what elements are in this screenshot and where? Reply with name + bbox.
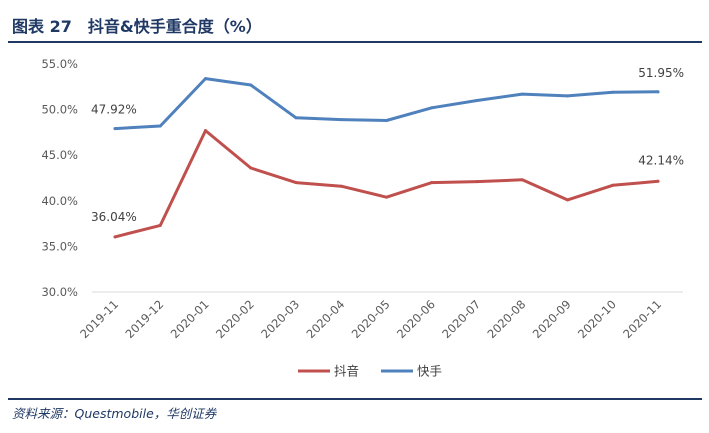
data-label: 36.04% [91, 210, 137, 224]
x-tick-label: 2020-09 [530, 297, 574, 341]
x-tick-label: 2020-01 [168, 297, 212, 341]
y-tick-label: 45.0% [41, 148, 78, 162]
data-label: 42.14% [638, 153, 684, 167]
data-point-douyin [204, 129, 207, 133]
x-tick-label: 2020-08 [484, 297, 528, 341]
data-point-douyin [656, 179, 660, 183]
data-point-kuaishou [204, 77, 207, 81]
figure-title: 图表 27 抖音&快手重合度（%） [12, 17, 262, 36]
y-tick-label: 40.0% [41, 194, 78, 208]
x-tick-label: 2020-02 [213, 297, 257, 341]
series-line-douyin [113, 129, 660, 239]
data-point-douyin [339, 184, 343, 188]
data-point-douyin [520, 178, 524, 182]
y-tick-label: 55.0% [41, 57, 78, 71]
data-point-kuaishou [339, 118, 343, 122]
data-point-douyin [249, 166, 253, 170]
data-point-kuaishou [566, 94, 569, 98]
data-point-kuaishou [520, 92, 524, 96]
data-point-kuaishou [294, 116, 298, 120]
legend-label-douyin: 抖音 [334, 364, 359, 379]
data-point-kuaishou [113, 127, 117, 131]
y-tick-label: 35.0% [41, 239, 78, 253]
data-point-douyin [475, 180, 479, 184]
data-point-douyin [611, 183, 615, 187]
data-point-douyin [430, 181, 434, 185]
x-tick-label: 2020-03 [258, 297, 302, 341]
figure-header: 图表 27 抖音&快手重合度（%） [0, 0, 709, 42]
x-tick-label: 2020-10 [575, 297, 619, 341]
legend-label-kuaishou: 快手 [417, 364, 442, 379]
x-tick-label: 2019-11 [77, 297, 121, 341]
x-tick-label: 2020-04 [303, 297, 347, 341]
footer-rule [8, 398, 702, 400]
data-point-kuaishou [475, 98, 479, 102]
data-label: 51.95% [638, 66, 684, 80]
x-tick-label: 2020-05 [349, 297, 393, 341]
x-tick-label: 2020-11 [620, 297, 664, 341]
data-point-kuaishou [611, 90, 615, 94]
data-point-douyin [385, 195, 388, 199]
y-tick-label: 30.0% [41, 285, 78, 299]
y-tick-label: 50.0% [41, 103, 78, 117]
source-note: 资料来源：Questmobile，华创证券 [12, 406, 217, 421]
data-point-douyin [294, 181, 298, 185]
header-rule [8, 41, 702, 43]
data-point-kuaishou [385, 119, 388, 123]
data-point-douyin [158, 223, 162, 227]
line-chart: 30.0% 35.0% 40.0% 45.0% 50.0% 55.0% 2019-11 201… [41, 57, 684, 379]
x-tick-label: 2020-06 [394, 297, 438, 341]
data-point-douyin [566, 198, 569, 202]
data-point-kuaishou [656, 90, 660, 94]
data-point-kuaishou [249, 83, 253, 87]
data-point-kuaishou [158, 124, 162, 128]
x-tick-label: 2020-07 [439, 297, 483, 341]
data-point-douyin [113, 235, 117, 239]
data-label: 47.92% [91, 103, 137, 117]
x-tick-label: 2019-12 [122, 297, 166, 341]
data-point-kuaishou [430, 106, 434, 110]
